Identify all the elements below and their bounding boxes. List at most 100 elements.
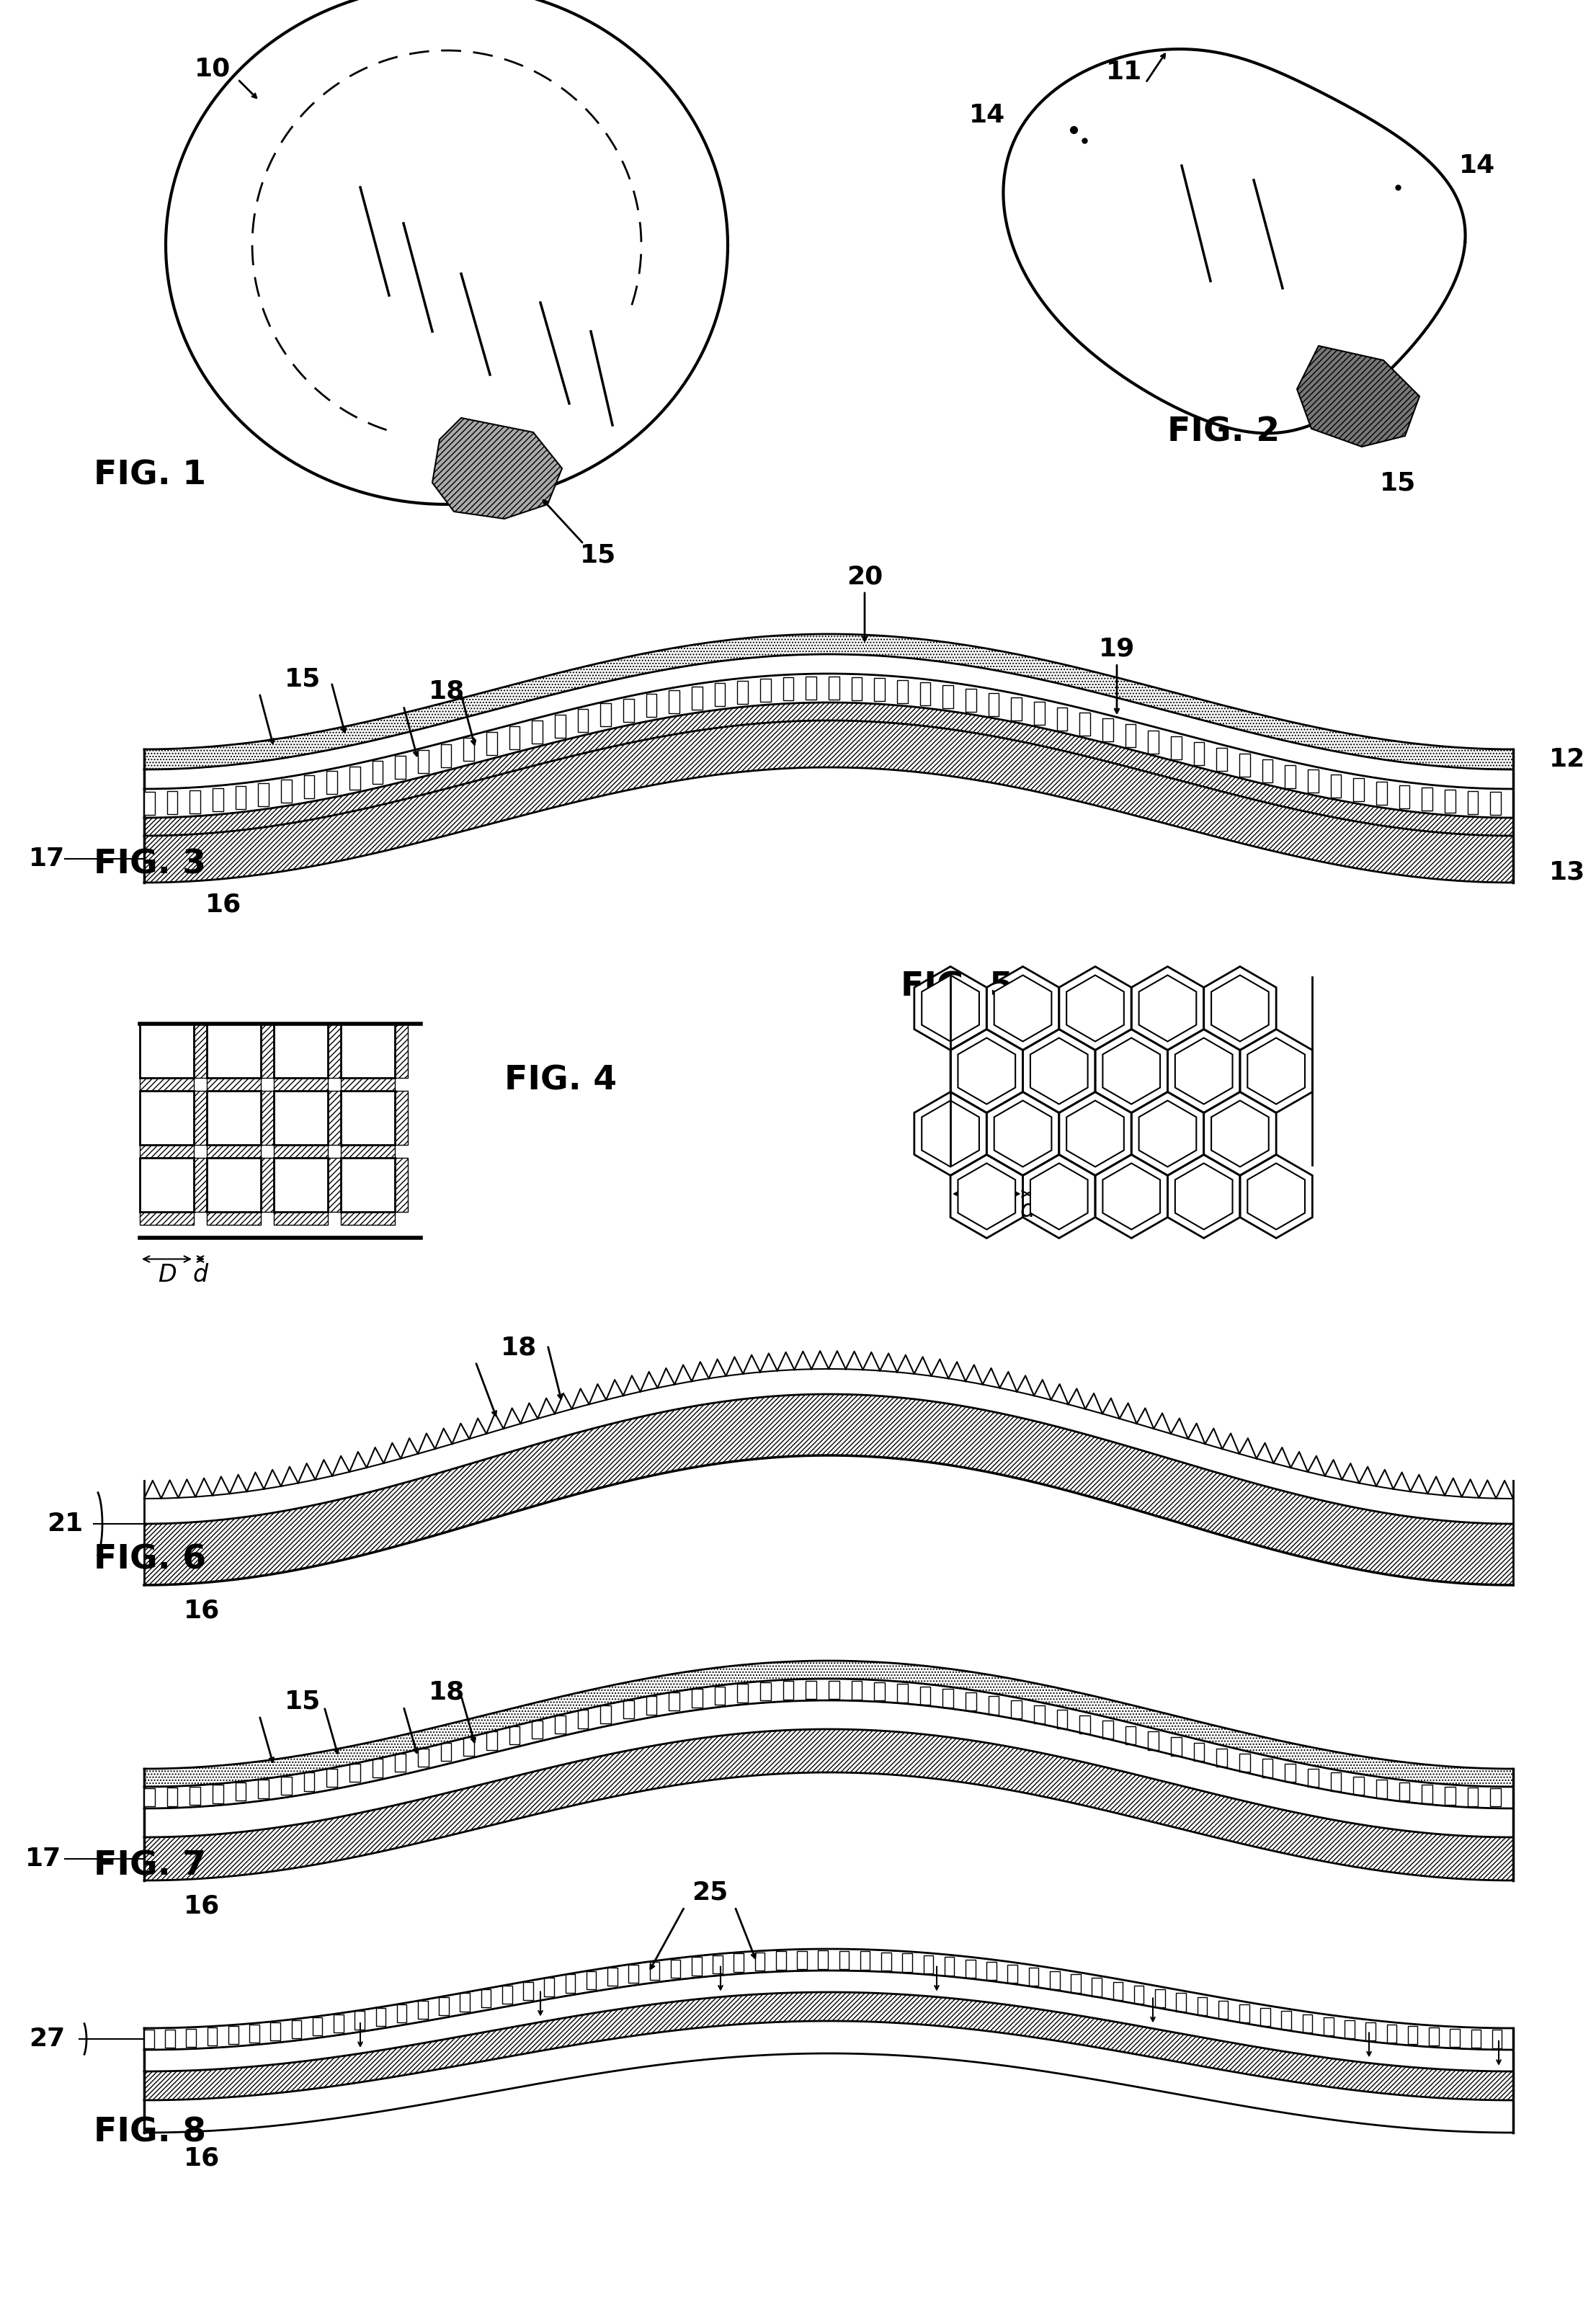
Text: d: d <box>1020 1197 1034 1223</box>
Bar <box>275 1077 327 1091</box>
Bar <box>945 1956 954 1975</box>
Bar <box>207 1024 260 1077</box>
Bar <box>860 1952 870 1970</box>
Bar <box>555 715 565 738</box>
Text: 14: 14 <box>1459 155 1495 178</box>
Polygon shape <box>1248 1163 1306 1230</box>
Bar <box>418 2000 428 2019</box>
Bar <box>275 1024 327 1077</box>
Bar <box>260 1024 275 1077</box>
Bar <box>260 1091 275 1144</box>
Bar <box>1353 777 1365 801</box>
Polygon shape <box>922 1100 980 1167</box>
Bar <box>140 1158 193 1211</box>
Bar <box>235 787 246 810</box>
Bar <box>897 1684 908 1703</box>
Bar <box>342 1211 394 1225</box>
Bar <box>624 699 634 722</box>
Bar <box>259 1779 268 1797</box>
Bar <box>275 1091 327 1144</box>
Text: 11: 11 <box>1106 60 1143 85</box>
Text: 17: 17 <box>29 847 65 872</box>
Bar <box>1444 789 1456 812</box>
Bar <box>629 1966 638 1984</box>
Text: D: D <box>158 1262 176 1287</box>
Bar <box>924 1956 934 1972</box>
Polygon shape <box>958 1038 1015 1105</box>
Text: 18: 18 <box>429 678 464 704</box>
Bar <box>354 2012 364 2030</box>
Polygon shape <box>1140 976 1197 1040</box>
Bar <box>212 789 223 812</box>
Bar <box>1262 759 1274 782</box>
Bar <box>600 1705 611 1723</box>
Bar <box>207 1158 260 1211</box>
Bar <box>1467 1788 1478 1806</box>
Bar <box>1125 1726 1136 1744</box>
Bar <box>1444 1786 1456 1804</box>
Bar <box>1216 1749 1227 1767</box>
Bar <box>650 1961 659 1979</box>
Bar <box>509 1726 520 1744</box>
Bar <box>966 1959 975 1977</box>
Bar <box>281 780 292 803</box>
Bar <box>586 1970 597 1989</box>
Bar <box>578 708 589 731</box>
Bar <box>691 1956 702 1975</box>
Bar <box>669 1693 680 1712</box>
Text: FIG. 8: FIG. 8 <box>94 2116 206 2148</box>
Bar <box>394 1024 409 1077</box>
Text: FIG. 5: FIG. 5 <box>900 971 1013 1004</box>
Bar <box>1428 2028 1438 2046</box>
Bar <box>1034 701 1045 724</box>
Bar <box>1345 2021 1355 2037</box>
Bar <box>235 1783 246 1802</box>
Text: 14: 14 <box>969 104 1005 127</box>
Bar <box>828 676 839 699</box>
Bar <box>544 1977 554 1996</box>
Bar <box>1148 1733 1159 1749</box>
Bar <box>207 1091 260 1144</box>
Bar <box>875 678 884 701</box>
Text: 15: 15 <box>1381 471 1416 496</box>
Bar <box>851 678 862 699</box>
Bar <box>439 1998 448 2014</box>
Bar <box>737 681 749 704</box>
Bar <box>1282 2012 1291 2030</box>
Polygon shape <box>1298 346 1419 448</box>
Bar <box>1240 1753 1250 1772</box>
Bar <box>1029 1968 1039 1986</box>
Bar <box>1092 1977 1101 1996</box>
Bar <box>144 2030 153 2049</box>
Polygon shape <box>1140 1100 1197 1167</box>
Bar <box>460 1993 469 2012</box>
Bar <box>275 1211 327 1225</box>
Bar <box>819 1952 828 1968</box>
Text: 13: 13 <box>1550 861 1585 884</box>
Bar <box>1176 1993 1186 2012</box>
Text: 16: 16 <box>206 893 241 916</box>
Text: FIG. 1: FIG. 1 <box>94 459 206 491</box>
Polygon shape <box>1175 1163 1232 1230</box>
Bar <box>1125 724 1136 747</box>
Bar <box>1071 1975 1080 1993</box>
Polygon shape <box>1103 1163 1160 1230</box>
Bar <box>1218 2000 1227 2019</box>
Bar <box>342 1024 394 1077</box>
Bar <box>140 1091 193 1144</box>
Bar <box>715 683 725 706</box>
Polygon shape <box>1175 1038 1232 1105</box>
Bar <box>270 2023 281 2039</box>
Text: d: d <box>193 1262 207 1287</box>
Bar <box>140 1211 193 1225</box>
Bar <box>168 791 177 814</box>
Bar <box>670 1959 680 1977</box>
Bar <box>523 1982 533 2000</box>
Bar <box>140 1077 193 1091</box>
Bar <box>776 1952 785 1970</box>
Bar <box>1467 791 1478 814</box>
Bar <box>608 1968 618 1986</box>
Bar <box>1331 1772 1341 1790</box>
Bar <box>418 1749 429 1767</box>
Bar <box>164 2030 176 2049</box>
